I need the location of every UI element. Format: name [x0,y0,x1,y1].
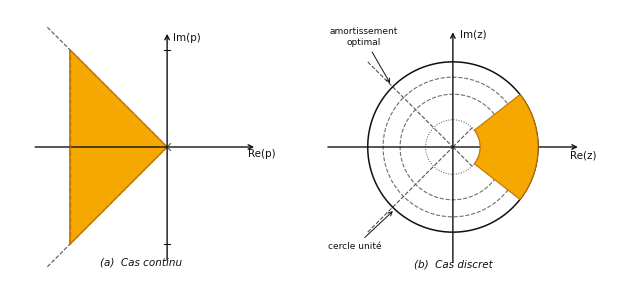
Polygon shape [70,50,167,244]
Text: (b)  Cas discret: (b) Cas discret [413,260,493,270]
Text: amortissement
optimal: amortissement optimal [329,27,398,82]
Text: cercle unité: cercle unité [328,212,392,251]
Text: Re(z): Re(z) [571,151,597,161]
Text: Re(p): Re(p) [248,149,276,159]
Text: Im(p): Im(p) [173,33,201,43]
Text: (a)  Cas continu: (a) Cas continu [100,257,182,267]
Polygon shape [474,95,538,199]
Text: Im(z): Im(z) [460,30,486,40]
